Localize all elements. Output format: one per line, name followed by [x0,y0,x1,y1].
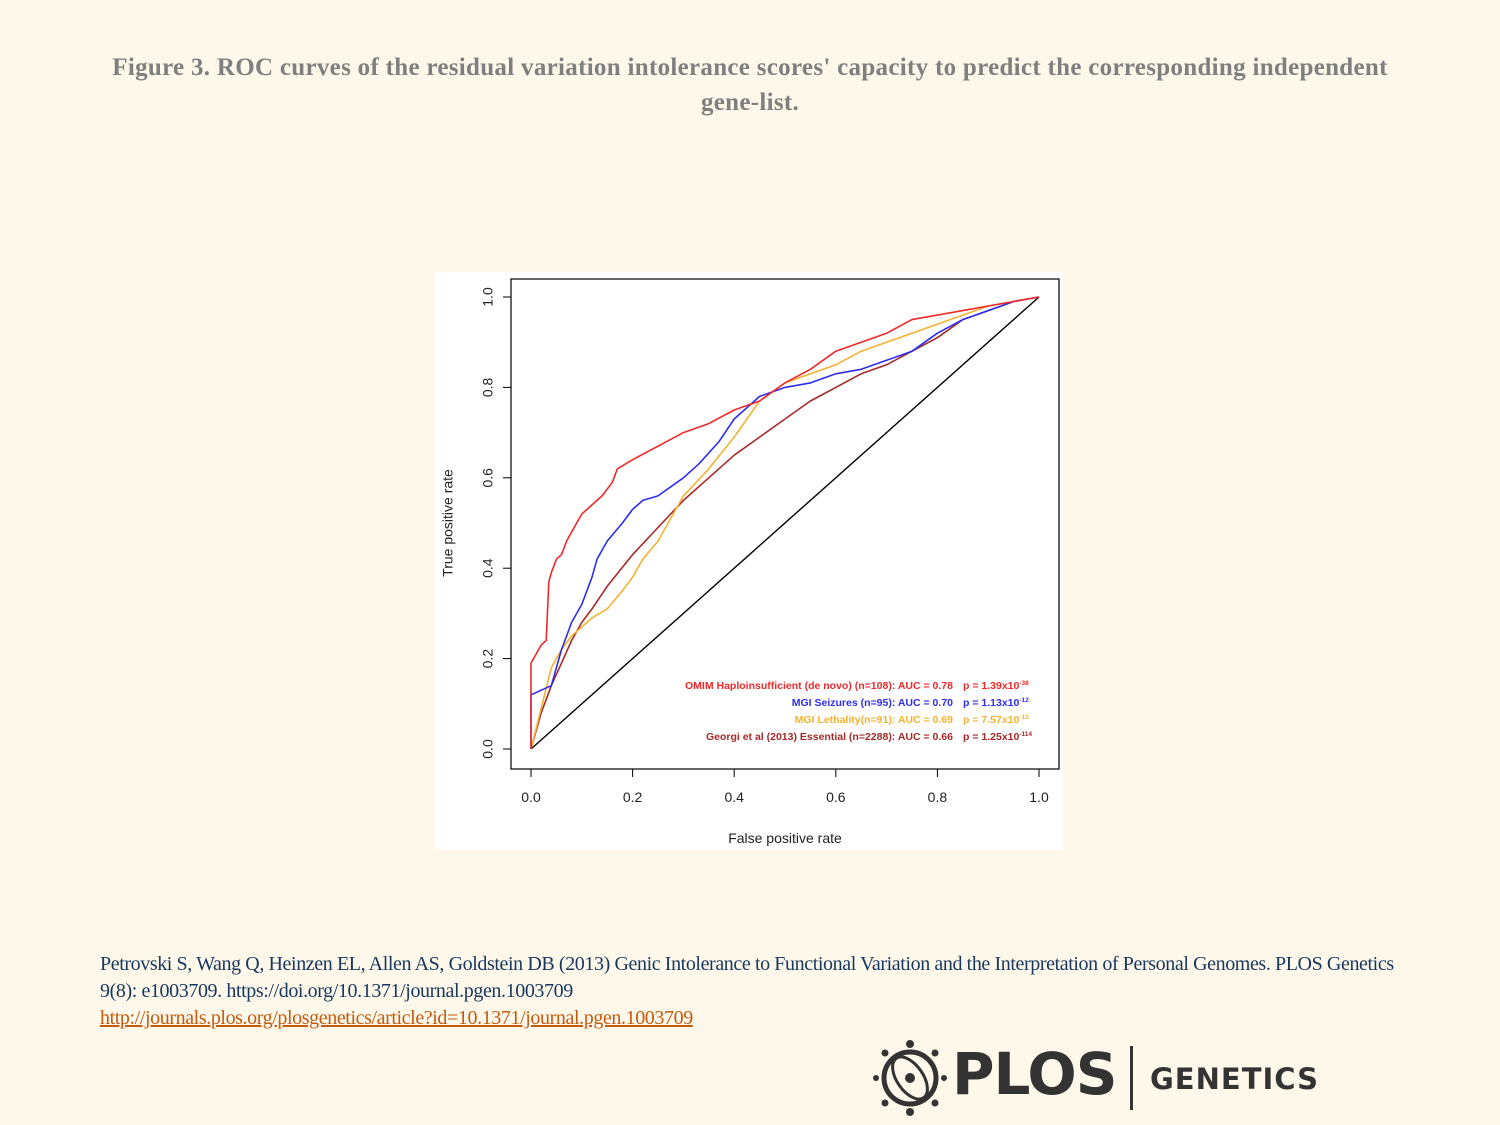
figure-title: Figure 3. ROC curves of the residual var… [112,54,1388,116]
x-tick-label: 0.2 [623,789,643,805]
article-link[interactable]: http://journals.plos.org/plosgenetics/ar… [100,1007,693,1029]
legend-entry: OMIM Haploinsufficient (de novo) (n=108)… [685,680,953,692]
roc-series-line [530,296,1040,750]
legend-entry: Georgi et al (2013) Essential (n=2288): … [706,731,953,743]
legend-entry: MGI Seizures (n=95): AUC = 0.70 [792,697,953,709]
y-tick-label: 0.2 [480,649,496,669]
logo-divider [1130,1046,1133,1110]
legend-p-value: p = 1.13x10-12 [963,697,1029,709]
x-tick-label: 0.4 [724,789,744,805]
x-tick-label: 1.0 [1029,789,1049,805]
legend-p-value: p = 7.57x10-13 [963,714,1029,726]
x-tick-label: 0.6 [826,789,846,805]
y-tick-label: 0.8 [480,377,496,397]
plos-genetics-logo: PLOS GENETICS [870,1038,1318,1118]
citation-block: Petrovski S, Wang Q, Heinzen EL, Allen A… [100,951,1420,1032]
y-tick-label: 0.0 [480,739,496,759]
legend-p-value: p = 1.25x10-114 [963,731,1032,743]
roc-chart: 0.0 0.2 0.4 0.6 0.8 1.0 0.0 0.2 0.4 0.6 0.8 1.0 Fals… [440,278,1060,846]
roc-series-line [530,296,1040,749]
x-axis-label: False positive rate [728,830,842,846]
legend-entry: MGI Lethality(n=91): AUC = 0.69 [795,714,953,726]
reference-diagonal-line [530,296,1040,750]
x-tick-label: 0.8 [928,789,948,805]
roc-series-line [530,296,1040,749]
y-tick-label: 0.6 [480,468,496,488]
plos-logo-icon [873,1040,947,1116]
legend-p-value: p = 1.39x10-38 [963,680,1029,692]
roc-chart-panel: 0.0 0.2 0.4 0.6 0.8 1.0 0.0 0.2 0.4 0.6 0.8 1.0 Fals… [435,272,1063,850]
x-tick-label: 0.0 [521,789,541,805]
y-tick-label: 0.4 [480,558,496,578]
plot-frame [510,278,1060,770]
logo-subtitle: GENETICS [1150,1062,1319,1096]
y-axis-label: True positive rate [440,469,456,577]
citation-text: Petrovski S, Wang Q, Heinzen EL, Allen A… [100,953,1394,1002]
logo-wordmark: PLOS [952,1040,1117,1108]
y-tick-label: 1.0 [480,287,496,307]
roc-series-line [530,296,1040,750]
